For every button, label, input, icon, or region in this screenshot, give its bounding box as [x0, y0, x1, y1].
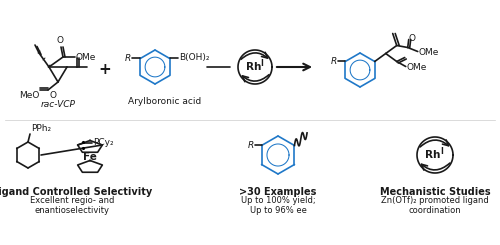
Text: O: O	[408, 34, 416, 43]
Text: Rh: Rh	[246, 62, 262, 72]
Text: PPh₂: PPh₂	[31, 124, 51, 133]
Text: B(OH)₂: B(OH)₂	[178, 53, 209, 62]
Text: Zn(OTf)₂ promoted ligand
coordination: Zn(OTf)₂ promoted ligand coordination	[381, 196, 489, 215]
Text: OMe: OMe	[76, 52, 96, 61]
Text: Ligand Controlled Selectivity: Ligand Controlled Selectivity	[0, 187, 152, 197]
Text: +: +	[98, 62, 112, 77]
Text: O: O	[56, 36, 64, 45]
Text: OMe: OMe	[418, 48, 439, 57]
Text: PCy₂: PCy₂	[92, 138, 114, 147]
Text: rac-VCP: rac-VCP	[40, 100, 76, 109]
Text: R: R	[248, 141, 254, 150]
Text: MeO: MeO	[18, 91, 39, 100]
Text: >30 Examples: >30 Examples	[240, 187, 316, 197]
Text: R: R	[331, 57, 338, 66]
Text: I: I	[440, 147, 443, 156]
Text: O: O	[50, 91, 57, 100]
Text: Excellent regio- and
enantioselectivity: Excellent regio- and enantioselectivity	[30, 196, 114, 215]
Text: R: R	[125, 54, 132, 63]
Text: OMe: OMe	[406, 63, 427, 72]
Text: Up to 100% yield;
Up to 96% ee: Up to 100% yield; Up to 96% ee	[240, 196, 316, 215]
Text: Fe: Fe	[83, 152, 97, 162]
Text: Rh: Rh	[426, 150, 440, 160]
Text: Mechanistic Studies: Mechanistic Studies	[380, 187, 490, 197]
Text: Arylboronic acid: Arylboronic acid	[128, 97, 202, 106]
Text: I: I	[260, 59, 263, 68]
